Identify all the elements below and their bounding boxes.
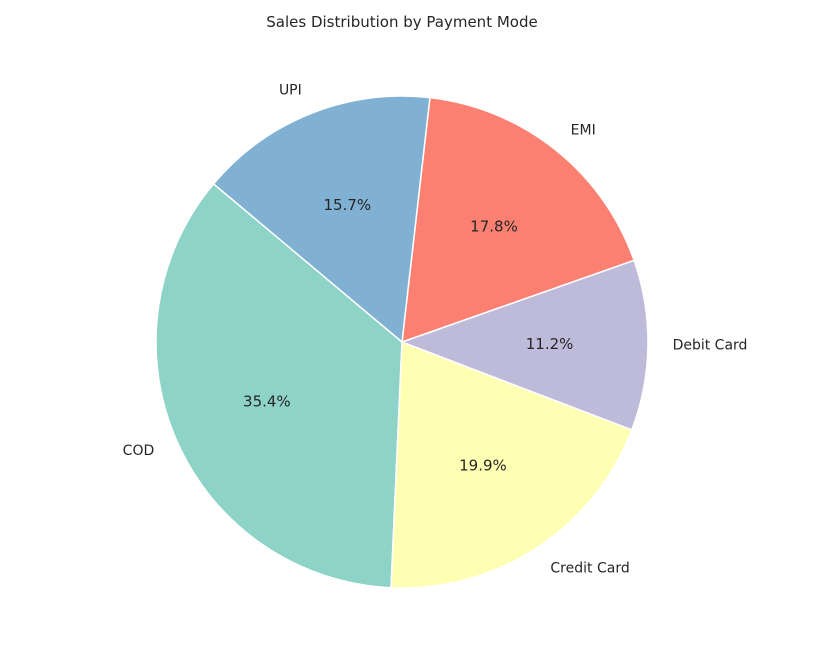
slice-label-emi: EMI (571, 122, 596, 138)
slice-label-upi: UPI (279, 83, 302, 99)
slice-label-cod: COD (123, 443, 155, 459)
pie-slice-credit-card (390, 340, 633, 589)
pct-label-cod: 35.4% (243, 392, 291, 410)
pie-slice-emi (401, 96, 635, 344)
pie-labels: COD 35.4% Credit Card 19.9% Debit Card 11.2% E… (123, 83, 748, 577)
pct-label-upi: 15.7% (324, 196, 372, 214)
pct-label-emi: 17.8% (470, 218, 518, 236)
pie-slice-upi (212, 95, 431, 344)
pie-slice-debit-card (399, 259, 649, 431)
pie-slices (155, 95, 649, 589)
pie-slice-cod (155, 182, 403, 589)
pct-label-credit-card: 19.9% (459, 456, 507, 474)
pct-label-debit-card: 11.2% (526, 335, 574, 353)
slice-label-debit-card: Debit Card (673, 338, 748, 354)
chart-title: Sales Distribution by Payment Mode (266, 13, 537, 31)
slice-label-credit-card: Credit Card (550, 560, 629, 576)
